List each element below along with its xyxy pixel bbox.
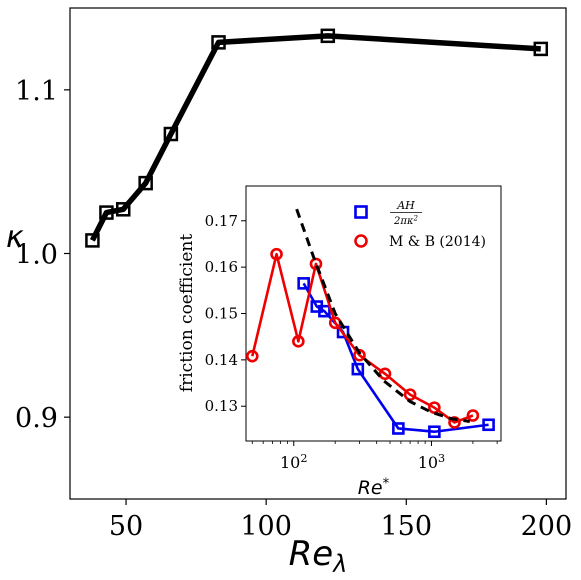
inset-x-tick-label: 103 bbox=[418, 452, 445, 472]
inset-data-point bbox=[428, 425, 441, 439]
inset-data-point bbox=[448, 416, 461, 429]
inset-y-tick-label: 0.14 bbox=[205, 351, 238, 369]
main-data-point bbox=[99, 205, 114, 220]
inset-y-axis-label: friction coefficient bbox=[177, 234, 197, 393]
main-data-point bbox=[138, 175, 153, 191]
legend-marker bbox=[354, 205, 368, 219]
inset-chart: 102 103 0.13 0.14 0.15 0.16 0.17 Re* friction co… bbox=[177, 185, 502, 499]
inset-y-tick-label: 0.13 bbox=[205, 397, 238, 415]
legend-label-numerator: AH bbox=[396, 199, 415, 212]
inset-data-point bbox=[246, 349, 259, 363]
inset-data-point bbox=[466, 409, 480, 422]
inset-data-point bbox=[297, 277, 310, 290]
main-y-tick-label: 1.0 bbox=[15, 240, 58, 271]
legend-label: M & B (2014) bbox=[389, 234, 486, 250]
main-y-tick-label: 0.9 bbox=[15, 403, 58, 434]
inset-data-point bbox=[482, 418, 495, 432]
legend-label-denominator: 2πκ2 bbox=[393, 215, 419, 228]
inset-data-point bbox=[428, 401, 441, 414]
main-x-tick-label: 100 bbox=[240, 511, 292, 542]
inset-series-line bbox=[251, 252, 474, 424]
main-data-point bbox=[163, 126, 179, 142]
inset-data-point bbox=[378, 367, 392, 381]
inset-data-point bbox=[318, 304, 331, 318]
inset-y-tick-label: 0.17 bbox=[205, 212, 238, 230]
main-x-axis-label: Reλ bbox=[289, 534, 348, 578]
main-y-tick-label: 1.1 bbox=[15, 76, 58, 107]
inset-data-point bbox=[270, 247, 283, 261]
main-x-tick-label: 200 bbox=[521, 511, 573, 542]
main-data-point bbox=[211, 35, 226, 50]
main-data-point bbox=[85, 233, 100, 248]
inset-legend: AH 2πκ2 M & B (2014) bbox=[354, 199, 486, 250]
inset-plot-frame bbox=[245, 185, 502, 442]
inset-data-point bbox=[309, 257, 323, 271]
inset-x-axis-label: Re* bbox=[358, 476, 390, 499]
inset-data-point bbox=[403, 388, 417, 401]
main-x-tick-label: 150 bbox=[380, 511, 432, 542]
inset-y-tick-label: 0.15 bbox=[205, 305, 238, 323]
inset-data-point bbox=[392, 422, 405, 435]
main-x-tick-label: 50 bbox=[109, 511, 143, 542]
main-data-point bbox=[533, 41, 549, 57]
main-data-point bbox=[115, 202, 131, 217]
inset-data-point bbox=[292, 335, 305, 348]
main-chart: 50 100 150 200 0.9 1.0 1.1 Reλ κ bbox=[6, 7, 573, 578]
main-series-line bbox=[89, 33, 541, 242]
inset-x-tick-label: 102 bbox=[280, 452, 307, 472]
main-y-axis-label: κ bbox=[6, 220, 24, 255]
inset-data-point bbox=[351, 362, 365, 376]
inset-y-tick-label: 0.16 bbox=[205, 258, 238, 276]
inset-plot-area bbox=[246, 208, 495, 439]
legend-marker bbox=[354, 234, 368, 248]
main-data-point bbox=[320, 28, 336, 44]
